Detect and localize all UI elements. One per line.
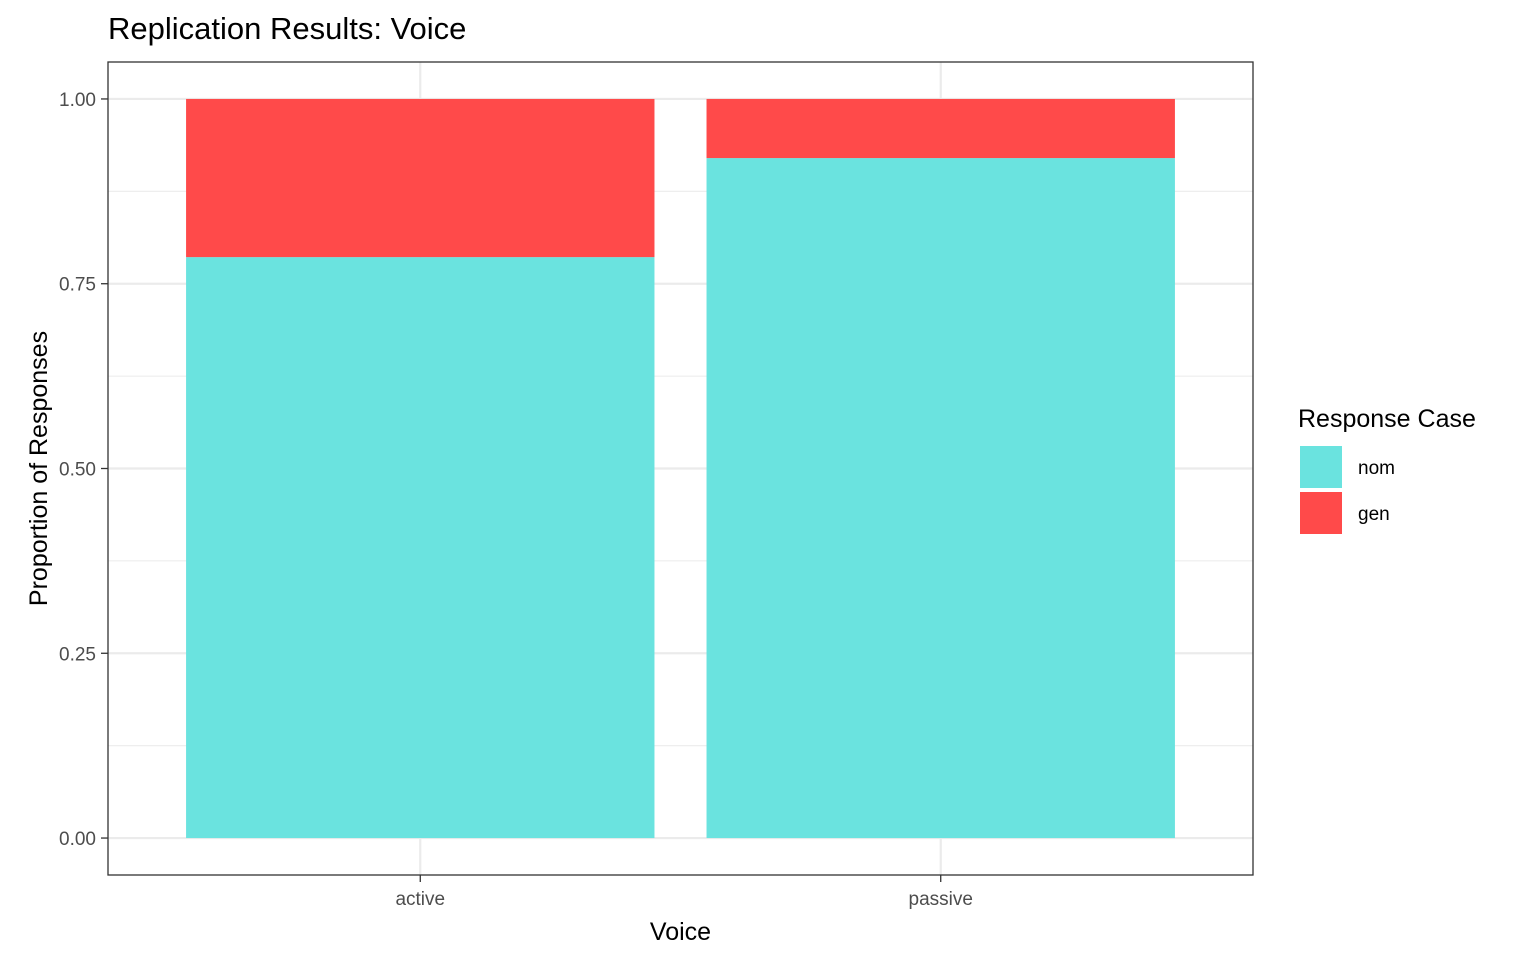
chart-title: Replication Results: Voice: [108, 11, 466, 46]
legend-label-gen: gen: [1358, 504, 1390, 525]
bar-nom-active: [186, 257, 655, 839]
y-tick-label: 1.00: [59, 90, 96, 111]
legend: Response Case nom gen: [1298, 405, 1476, 534]
legend-label-nom: nom: [1358, 458, 1395, 479]
x-tick-label: passive: [909, 889, 973, 910]
plot-panel: [107, 61, 1254, 876]
y-tick-label: 0.50: [59, 460, 96, 481]
bar-gen-passive: [706, 98, 1175, 159]
y-tick-label: 0.00: [59, 829, 96, 850]
y-tick-label: 0.75: [59, 275, 96, 296]
bar-nom-passive: [706, 158, 1175, 839]
x-tick-label: active: [395, 889, 445, 910]
legend-key-nom: [1300, 446, 1342, 488]
y-axis-title: Proportion of Responses: [25, 331, 53, 606]
legend-key-gen: [1300, 492, 1342, 534]
x-axis-title: Voice: [650, 918, 711, 946]
y-tick-label: 0.25: [59, 644, 96, 665]
legend-title: Response Case: [1298, 405, 1476, 433]
bar-gen-active: [186, 98, 655, 258]
